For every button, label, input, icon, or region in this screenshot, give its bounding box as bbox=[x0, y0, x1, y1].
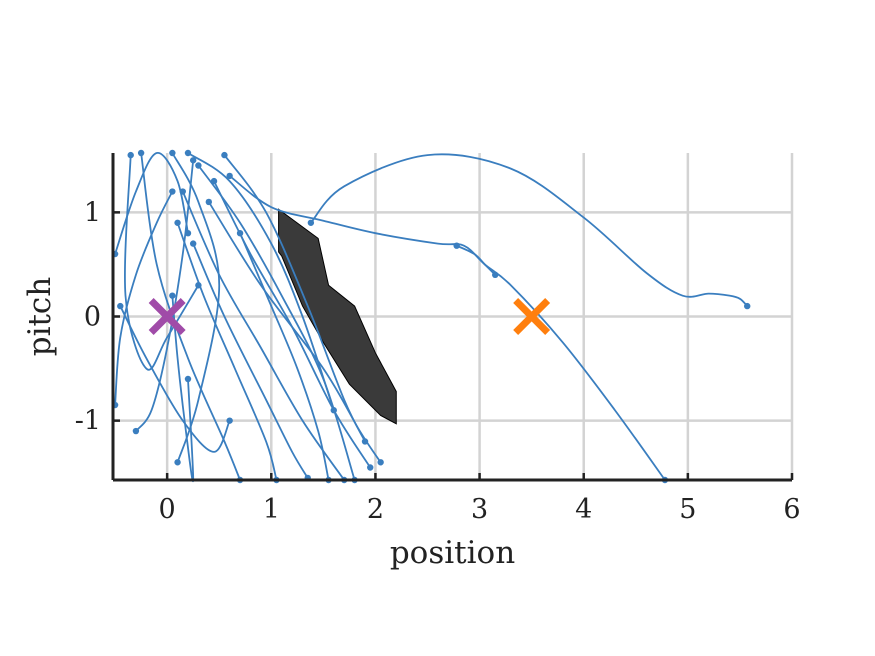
trajectory-line-0 bbox=[310, 153, 748, 307]
trajectory-point-9-4 bbox=[367, 464, 374, 471]
axes bbox=[111, 153, 794, 482]
x-tick-label-6: 6 bbox=[783, 494, 800, 525]
trajectory-point-9-0 bbox=[210, 177, 218, 185]
trajectory-point-14-0 bbox=[174, 219, 181, 226]
trajectory-point-12-0 bbox=[189, 157, 197, 164]
trajectory-line-12 bbox=[135, 160, 195, 432]
trajectory-point-19-0 bbox=[189, 240, 197, 247]
trajectory-point-1-0 bbox=[226, 172, 233, 180]
point-markers bbox=[148, 298, 551, 335]
trajectory-line-18 bbox=[239, 232, 330, 481]
trajectory-line-10 bbox=[181, 191, 345, 481]
trajectory-point-17-4 bbox=[184, 375, 192, 383]
trajectory-line-11 bbox=[140, 152, 241, 481]
trajectory-point-10-0 bbox=[179, 188, 186, 195]
trajectory-point-5-4 bbox=[169, 188, 176, 195]
x-tick-label-5: 5 bbox=[679, 494, 696, 525]
x-tick-label-1: 1 bbox=[263, 494, 280, 525]
x-tick-label-4: 4 bbox=[575, 494, 592, 525]
trajectory-line-14 bbox=[176, 222, 278, 481]
trajectory-point-2-0 bbox=[453, 242, 460, 249]
trajectory-point-7-0 bbox=[184, 149, 192, 157]
trajectory-point-0-0 bbox=[307, 219, 315, 226]
trajectory-line-4 bbox=[124, 155, 200, 371]
x-tick-label-0: 0 bbox=[159, 494, 176, 525]
x-tick-label-2: 2 bbox=[367, 494, 384, 525]
goal-marker bbox=[513, 298, 551, 335]
trajectory-point-4-0 bbox=[127, 151, 134, 159]
trajectory-line-6 bbox=[171, 152, 221, 463]
trajectory-line-7 bbox=[187, 152, 335, 411]
start-marker bbox=[148, 298, 186, 335]
trajectory-point-0-10 bbox=[744, 302, 751, 310]
trajectory-point-12-4 bbox=[132, 427, 140, 435]
trajectory-series bbox=[111, 149, 751, 484]
obstacle-region bbox=[278, 208, 397, 425]
trajectory-line-2 bbox=[456, 244, 496, 276]
trajectory-line-5 bbox=[114, 191, 174, 406]
trajectory-line-8 bbox=[197, 164, 356, 481]
trajectory-point-18-0 bbox=[236, 229, 244, 237]
x-tick-label-3: 3 bbox=[471, 494, 488, 525]
x-tick-labels: 0 1 2 3 4 5 6 bbox=[159, 494, 801, 525]
trajectory-point-13-4 bbox=[377, 459, 384, 466]
y-tick-label-0: -1 bbox=[75, 406, 101, 437]
trajectory-point-15-4 bbox=[361, 438, 369, 445]
trajectory-line-15 bbox=[223, 154, 366, 442]
trajectory-line-1 bbox=[229, 175, 666, 481]
trajectory-line-19 bbox=[192, 243, 309, 479]
obstacle-polygon bbox=[278, 208, 397, 425]
trajectory-point-11-0 bbox=[137, 149, 145, 157]
trajectory-line-16 bbox=[119, 305, 231, 453]
trajectory-point-17-0 bbox=[169, 292, 176, 299]
trajectory-point-13-0 bbox=[205, 198, 213, 206]
trajectory-line-17 bbox=[171, 295, 195, 483]
trajectory-point-15-0 bbox=[221, 151, 228, 159]
trajectory-point-16-4 bbox=[226, 417, 233, 424]
y-axis-label: pitch bbox=[22, 277, 58, 357]
trajectory-point-6-0 bbox=[169, 149, 176, 157]
trajectory-point-16-0 bbox=[117, 302, 124, 310]
grid-lines bbox=[113, 153, 794, 480]
y-tick-label-2: 1 bbox=[84, 197, 101, 228]
trajectory-point-8-0 bbox=[195, 162, 202, 169]
x-axis-label: position bbox=[390, 535, 515, 571]
trajectory-point-6-4 bbox=[174, 459, 181, 466]
y-tick-labels: -1 0 1 bbox=[75, 197, 101, 436]
y-tick-label-1: 0 bbox=[84, 302, 101, 333]
trajectory-point-2-3 bbox=[491, 271, 499, 279]
